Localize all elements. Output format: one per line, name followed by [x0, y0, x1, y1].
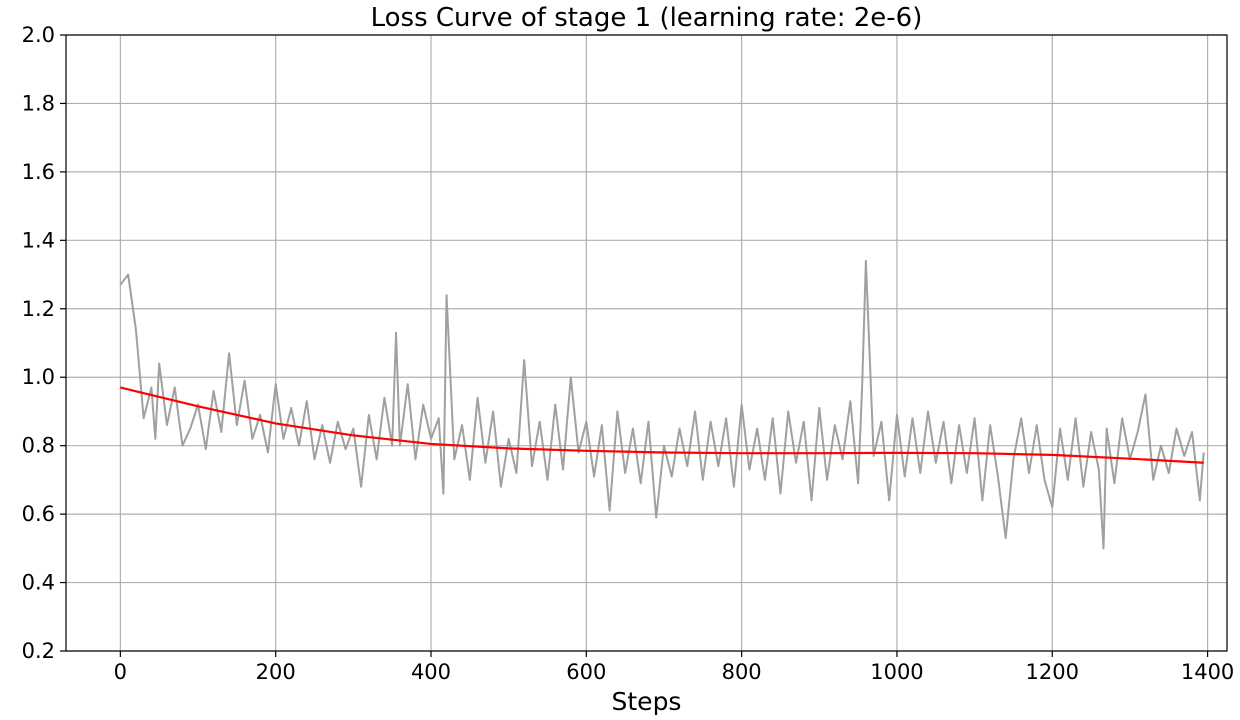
grid-layer: [66, 34, 1227, 652]
chart-title: Loss Curve of stage 1 (learning rate: 2e…: [371, 3, 923, 33]
x-tick-label: 800: [722, 660, 762, 684]
x-axis: 0 200 400 600 800 1000 1200 1400: [114, 651, 1234, 684]
y-tick-label: 1.0: [22, 365, 55, 389]
raw-loss-line: [119, 259, 1205, 550]
x-tick-label: 200: [256, 660, 296, 684]
y-tick-label: 1.8: [22, 91, 55, 115]
x-tick-label: 1400: [1181, 660, 1234, 684]
series-layer: [119, 259, 1205, 550]
plot-frame: [65, 34, 1228, 652]
x-tick-label: 1200: [1026, 660, 1079, 684]
x-axis-label: Steps: [612, 687, 682, 716]
x-tick-label: 0: [114, 660, 127, 684]
x-tick-label: 400: [411, 660, 451, 684]
y-tick-label: 0.8: [22, 434, 55, 458]
x-tick-label: 600: [566, 660, 606, 684]
y-tick-label: 0.2: [22, 639, 55, 663]
y-tick-label: 0.6: [22, 502, 55, 526]
y-axis: 0.2 0.4 0.6 0.8 1.0 1.2 1.4 1.6 1.8 2.0: [22, 23, 66, 663]
smoothed-loss-line: [120, 386, 1204, 464]
y-tick-label: 1.6: [22, 160, 55, 184]
y-tick-label: 2.0: [22, 23, 55, 47]
y-tick-label: 1.4: [22, 228, 55, 252]
y-tick-label: 1.2: [22, 297, 55, 321]
y-tick-label: 0.4: [22, 571, 55, 595]
x-tick-label: 1000: [870, 660, 923, 684]
